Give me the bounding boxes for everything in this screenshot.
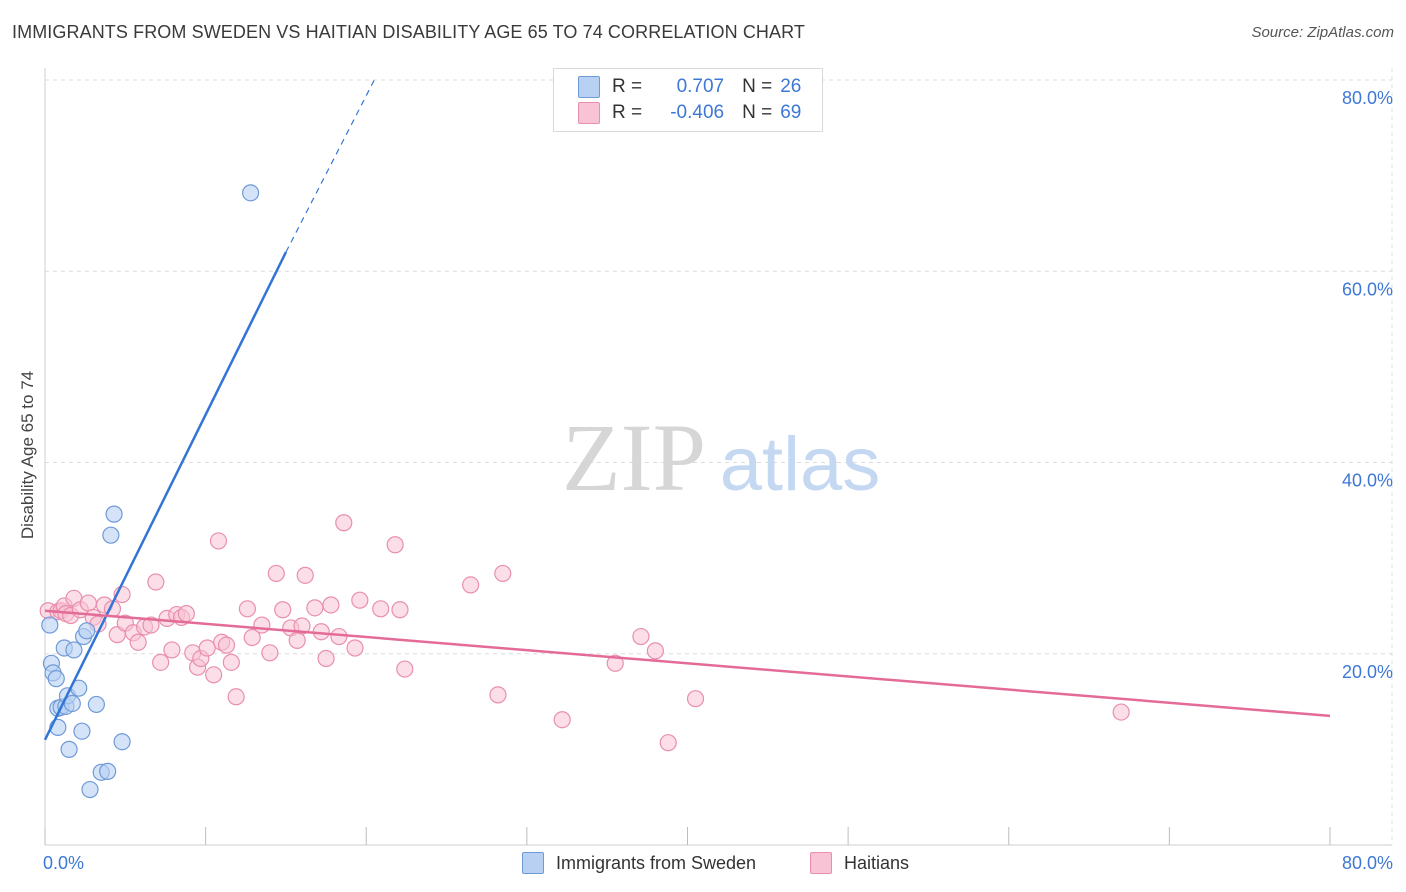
grid-layer: [45, 68, 1393, 845]
sweden-point: [102, 526, 120, 544]
haitians-point: [147, 573, 165, 591]
legend-r-value-haitians: -0.406: [670, 102, 725, 123]
haitians-point: [296, 566, 314, 584]
haitians-point: [335, 514, 353, 532]
haitians-point: [646, 642, 664, 660]
x-tick-label: 0.0%: [43, 853, 84, 873]
legend-r-value-sweden: 0.707: [676, 76, 725, 97]
sweden-point: [81, 780, 99, 799]
haitians-swatch: [810, 852, 832, 874]
haitians-point: [391, 601, 409, 619]
haitians-point: [322, 596, 340, 614]
bottom-legend-sweden-label: Immigrants from Sweden: [556, 852, 757, 873]
haitians-point: [152, 653, 170, 671]
haitians-point: [632, 627, 650, 646]
haitians-point: [489, 686, 507, 704]
haitians-point: [386, 536, 404, 554]
sweden-point: [87, 695, 106, 714]
bottom-legend-haitians: Haitians: [810, 852, 909, 874]
sweden-swatch: [522, 852, 544, 874]
haitians-point: [372, 600, 390, 618]
legend-r-label: R =: [612, 76, 643, 97]
haitians-point: [163, 641, 181, 659]
haitians-point: [79, 594, 97, 612]
haitians-point: [129, 633, 147, 651]
haitians-point: [346, 639, 364, 657]
chart-title: IMMIGRANTS FROM SWEDEN VS HAITIAN DISABI…: [12, 22, 805, 42]
haitians-point: [267, 564, 285, 583]
sweden-swatch: [578, 76, 600, 98]
haitians-point: [462, 576, 480, 594]
legend-n-value-sweden: 26: [780, 76, 802, 97]
sweden-point: [242, 184, 260, 202]
legend-n-value-haitians: 69: [780, 102, 802, 123]
sweden-point: [105, 505, 123, 523]
haitians-point: [494, 564, 512, 583]
y-tick-label: 60.0%: [1342, 279, 1393, 299]
sweden-points: [41, 184, 260, 799]
x-tick-label: 80.0%: [1342, 853, 1393, 873]
sweden-point: [99, 762, 117, 780]
sweden-point: [60, 740, 78, 758]
haitians-point: [142, 616, 160, 634]
sweden-trend-extension: [285, 79, 375, 253]
watermark-zip: ZIP: [562, 404, 706, 511]
haitians-point: [606, 654, 624, 672]
legend-n-label: N =: [742, 76, 773, 97]
haitians-trend-line: [44, 609, 1331, 718]
haitians-point: [222, 653, 240, 671]
sweden-point: [73, 722, 91, 740]
haitians-point: [243, 628, 261, 647]
sweden-point: [113, 733, 131, 751]
haitians-point: [217, 636, 236, 654]
haitians-point: [330, 627, 348, 646]
haitians-point: [553, 711, 571, 729]
sweden-trend-line: [43, 251, 288, 741]
sweden-point: [65, 641, 83, 659]
haitians-point: [306, 599, 324, 617]
y-tick-label: 80.0%: [1342, 88, 1393, 108]
tick-labels: 20.0% 40.0% 60.0% 80.0% 0.0% 80.0%: [43, 88, 1393, 873]
haitians-point: [177, 604, 195, 623]
y-tick-label: 40.0%: [1342, 471, 1393, 491]
sweden-point: [78, 622, 96, 640]
trend-lines: [43, 79, 1331, 741]
watermark-atlas: atlas: [720, 422, 881, 507]
sweden-point: [47, 670, 65, 688]
haitians-point: [209, 532, 228, 550]
haitians-point: [351, 591, 369, 609]
legend-row-sweden: R = 0.707 N = 26: [578, 74, 801, 100]
haitians-points: [39, 514, 1130, 752]
source-label: Source: ZipAtlas.com: [1251, 24, 1394, 41]
haitians-swatch: [578, 102, 600, 124]
legend-n-label: N =: [742, 102, 773, 123]
bottom-legend-haitians-label: Haitians: [844, 852, 910, 873]
haitians-point: [274, 601, 292, 619]
haitians-point: [253, 616, 271, 634]
sweden-point: [41, 616, 59, 634]
correlation-legend: R = 0.707 N = 26 R = -0.406 N = 69: [553, 68, 823, 132]
haitians-point: [659, 734, 677, 752]
haitians-point: [686, 690, 705, 708]
watermark: ZIP atlas: [562, 404, 880, 511]
legend-row-haitians: R = -0.406 N = 69: [578, 100, 801, 126]
haitians-point: [288, 631, 306, 649]
legend-r-label: R =: [612, 102, 643, 123]
haitians-point: [205, 666, 223, 684]
haitians-point: [1112, 703, 1130, 721]
haitians-point: [317, 649, 335, 668]
axis-layer: [44, 68, 1392, 846]
haitians-point: [261, 644, 279, 662]
bottom-legend-sweden: Immigrants from Sweden: [522, 852, 756, 874]
haitians-point: [198, 639, 216, 657]
y-tick-label: 20.0%: [1342, 662, 1393, 682]
haitians-point: [293, 617, 311, 635]
haitians-point: [227, 688, 245, 706]
haitians-point: [396, 660, 414, 678]
haitians-point: [238, 600, 256, 618]
